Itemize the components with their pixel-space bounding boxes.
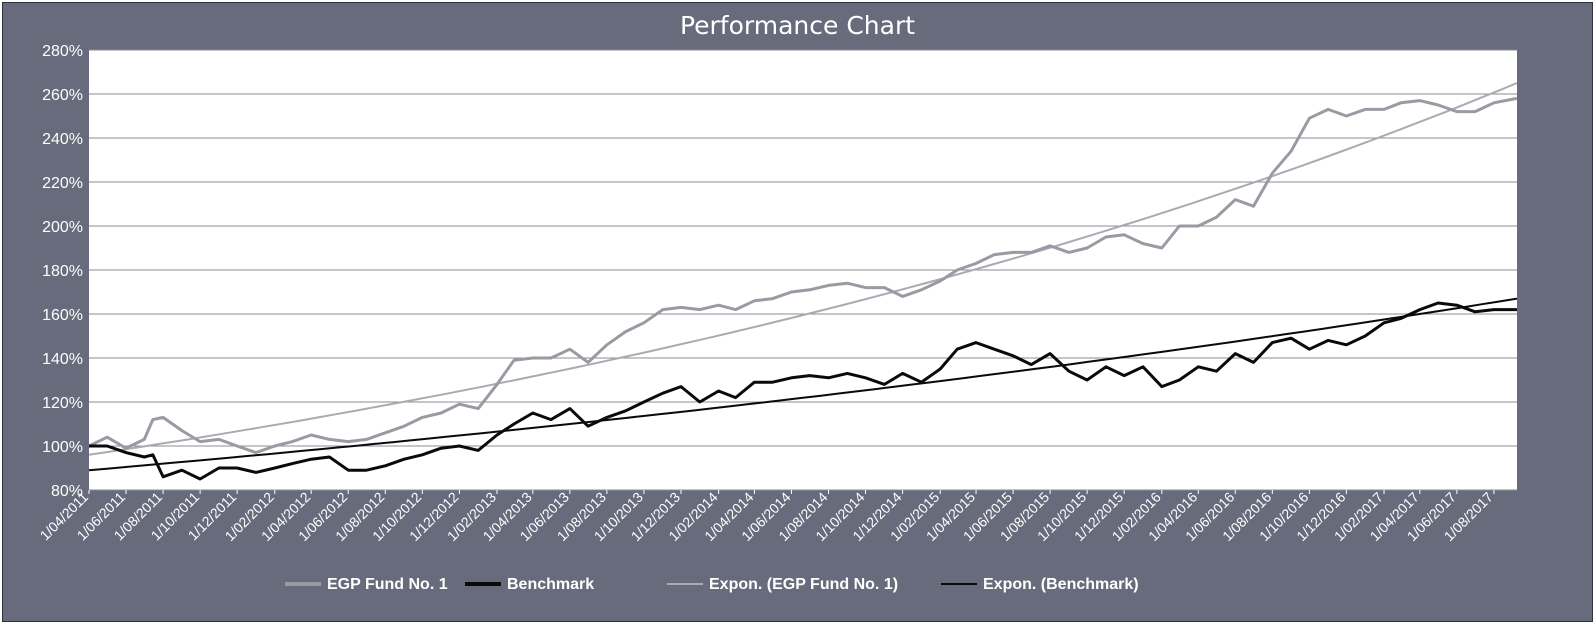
y-axis-ticks: 80% 100% 120% 140% 160% 180% 200% 220% 240% 260% 2… (42, 43, 83, 500)
series-lines (88, 82, 1518, 481)
series-line (88, 82, 1518, 456)
y-tick-label: 280% (42, 43, 83, 60)
legend-label: EGP Fund No. 1 (327, 576, 448, 593)
series-line (88, 297, 1518, 472)
legend: EGP Fund No. 1 Benchmark Expon. (EGP Fund … (285, 576, 1139, 593)
y-tick-label: 220% (42, 175, 83, 192)
series-line (89, 301, 1517, 481)
y-tick-label: 100% (42, 439, 83, 456)
legend-label: Benchmark (507, 576, 594, 593)
y-tick-label: 120% (42, 395, 83, 412)
chart-title: Performance Chart (679, 11, 916, 40)
chart-svg: 80% 100% 120% 140% 160% 180% 200% 220% 240% 260% 2… (36, 43, 1518, 593)
y-tick-label: 180% (42, 263, 83, 280)
y-tick-label: 160% (42, 307, 83, 324)
y-tick-label: 80% (51, 483, 83, 500)
y-tick-label: 240% (42, 131, 83, 148)
series-line (88, 96, 1518, 455)
gridlines (89, 49, 1517, 491)
legend-label: Expon. (Benchmark) (983, 576, 1139, 593)
legend-label: Expon. (EGP Fund No. 1) (709, 576, 898, 593)
y-tick-label: 140% (42, 351, 83, 368)
y-tick-label: 200% (42, 219, 83, 236)
x-axis-ticks: 1/04/20111/06/20111/08/20111/10/20111/12… (36, 489, 1496, 545)
y-tick-label: 260% (42, 87, 83, 104)
